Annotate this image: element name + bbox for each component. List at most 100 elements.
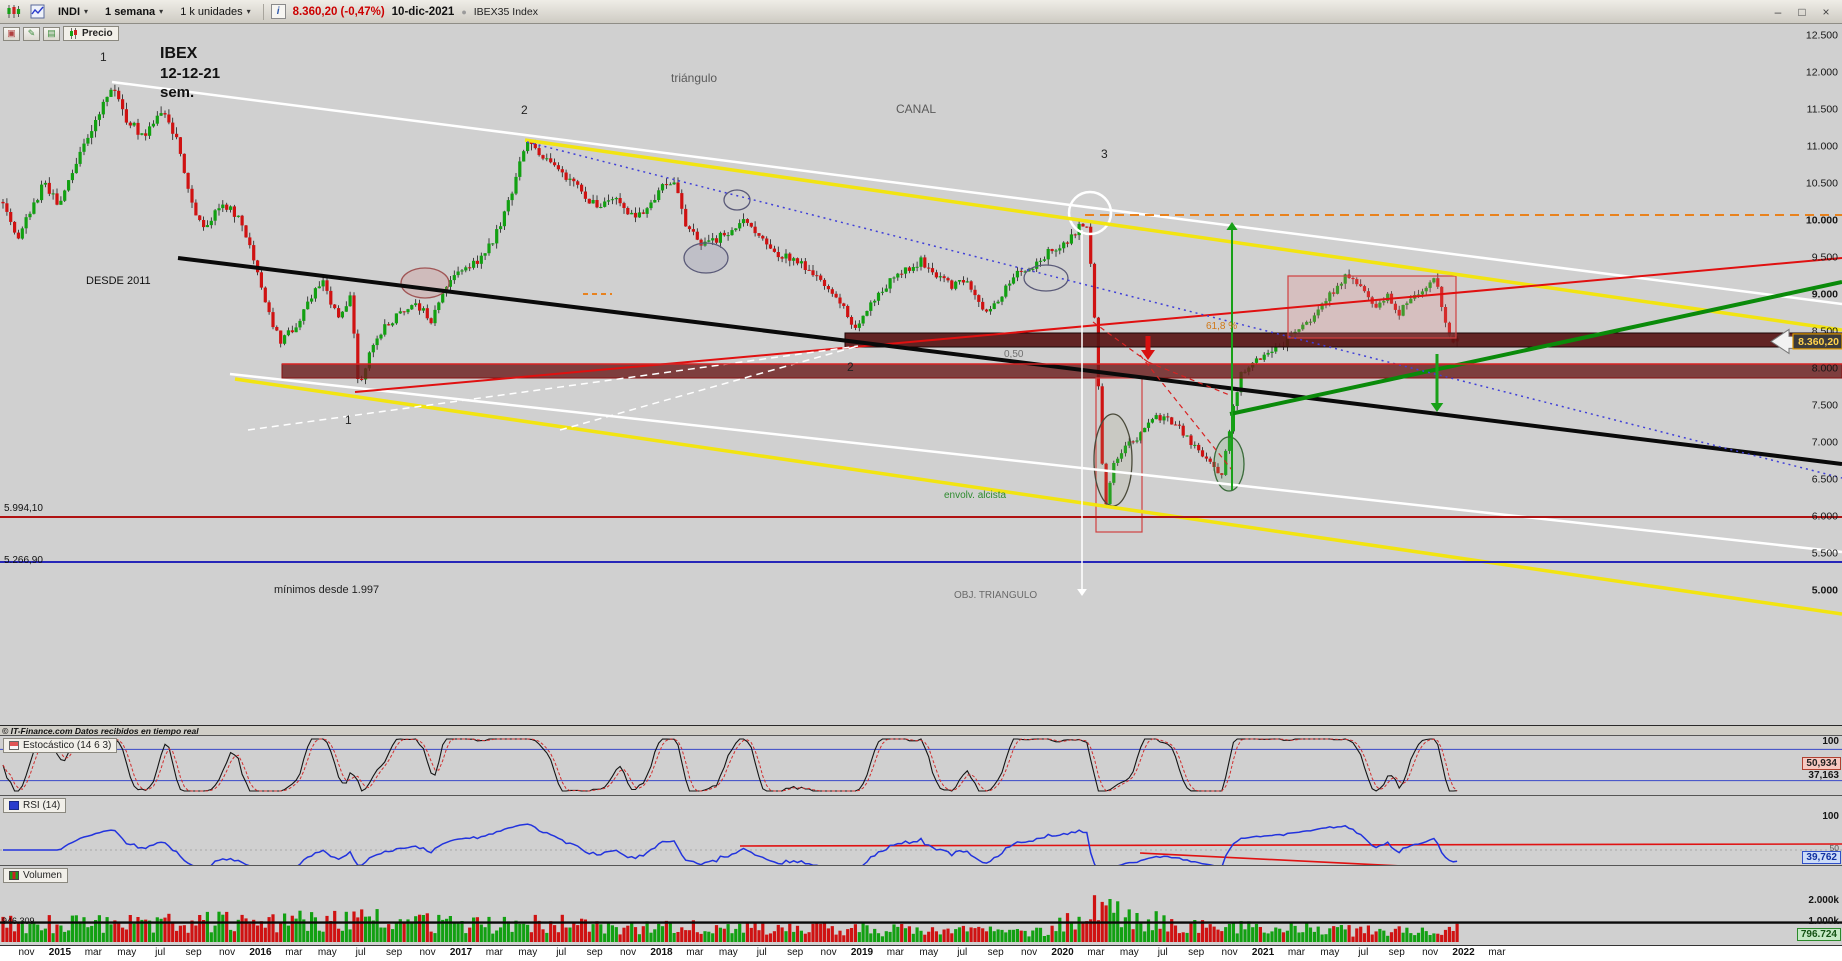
volume-bar: [1347, 925, 1351, 942]
volume-bar: [63, 931, 67, 942]
volume-bar: [1274, 927, 1278, 942]
volume-bar: [687, 930, 692, 942]
tool-button-2[interactable]: ✎: [23, 26, 40, 41]
volume-bar: [587, 931, 591, 942]
rsi-chip[interactable]: RSI (14): [3, 798, 67, 813]
volume-axis-1000k: 1.000k: [1808, 916, 1839, 927]
volume-bar: [1096, 920, 1100, 942]
volume-bar: [256, 925, 260, 942]
volume-bar: [761, 923, 765, 942]
volume-bar: [842, 935, 846, 942]
volume-bar: [699, 933, 703, 942]
volume-bar: [1181, 932, 1185, 942]
instrument-group-label: INDI: [58, 5, 80, 18]
time-axis-year-label: 2019: [850, 947, 874, 958]
volume-bar: [1004, 932, 1008, 942]
volume-bar: [1042, 936, 1046, 942]
time-axis-month-label: mar: [886, 947, 905, 958]
volume-bar: [313, 917, 317, 942]
volume-bar: [626, 925, 630, 942]
stochastic-chip[interactable]: Estocástico (14 6 3): [3, 738, 118, 753]
price-axis-label: 6.500: [1812, 474, 1838, 486]
volume-bar: [1150, 930, 1154, 942]
instrument-group-dropdown[interactable]: INDI: [53, 4, 93, 20]
price-panel[interactable]: IBEX 12-12-21 sem. 1 2 3 triángulo CANAL DESDE 2…: [0, 24, 1842, 725]
units-dropdown[interactable]: 1 k unidades: [175, 4, 255, 20]
volume-bar: [175, 930, 179, 942]
stochastic-panel[interactable]: Estocástico (14 6 3) 100 50,934 37,163: [0, 735, 1842, 795]
toolbar-separator: [262, 3, 264, 20]
price-panel-chip[interactable]: Precio: [63, 26, 119, 41]
volume-bar: [996, 929, 1000, 942]
volume-bar: [753, 923, 757, 942]
volume-bar: [1281, 932, 1286, 942]
tool-button-3[interactable]: ▤: [43, 26, 60, 41]
volume-panel[interactable]: Volumen 946.309 2.000k 1.000k 796.724: [0, 865, 1842, 945]
volume-bar: [128, 915, 132, 942]
volume-bar: [1023, 930, 1027, 942]
volume-bar: [240, 914, 244, 942]
volume-bar: [957, 927, 962, 942]
volume-bar: [94, 920, 98, 942]
volume-bar: [1312, 931, 1316, 942]
rsi-panel[interactable]: RSI (14) 100 50 39,762: [0, 795, 1842, 866]
volume-bar: [788, 923, 792, 942]
volume-bar: [1158, 928, 1162, 942]
volume-bar: [1389, 932, 1394, 942]
volume-bar: [406, 919, 410, 942]
volume-bar: [1301, 932, 1305, 942]
volume-bar: [1146, 919, 1151, 942]
close-button[interactable]: ×: [1822, 4, 1830, 19]
volume-bar: [1339, 925, 1343, 942]
minimize-button[interactable]: –: [1774, 4, 1782, 19]
info-icon[interactable]: i: [270, 4, 286, 19]
volume-bar: [325, 915, 329, 942]
time-axis-month-label: may: [1320, 947, 1340, 958]
volume-level-label: 946.309: [2, 916, 35, 926]
volume-bar: [1, 916, 5, 942]
time-axis-year-label: 2022: [1452, 947, 1475, 958]
volume-bar: [695, 932, 699, 942]
indicator-settings-icon[interactable]: [29, 4, 46, 20]
volume-bar: [849, 928, 854, 942]
volume-bar: [375, 909, 379, 942]
volume-bar: [1027, 936, 1031, 942]
stochastic-axis-100: 100: [1822, 736, 1839, 747]
volume-bar: [198, 915, 202, 942]
trend-line: [526, 141, 1842, 479]
price-chart-svg[interactable]: IBEX 12-12-21 sem. 1 2 3 triángulo CANAL DESDE 2…: [0, 24, 1842, 725]
volume-bar: [865, 925, 869, 942]
annotation-ellipse: [683, 242, 729, 274]
annotation-arrow-head: [1430, 403, 1444, 412]
volume-bar: [67, 930, 71, 942]
maximize-button[interactable]: □: [1798, 4, 1806, 19]
volume-bar: [1011, 929, 1016, 942]
volume-bar: [1289, 923, 1293, 942]
volume-chip[interactable]: Volumen: [3, 868, 68, 883]
volume-bar: [418, 914, 422, 942]
volume-bar: [984, 931, 989, 942]
stochastic-label: Estocástico (14 6 3): [23, 740, 112, 751]
volume-bar: [1077, 916, 1081, 942]
volume-bar: [475, 917, 479, 942]
timeframe-dropdown[interactable]: 1 semana: [100, 4, 168, 20]
trend-line: [177, 256, 1842, 466]
volume-bar: [1293, 925, 1297, 942]
time-axis-month-label: sep: [1188, 947, 1205, 958]
time-axis-month-label: nov: [619, 947, 637, 958]
volume-bar: [47, 915, 51, 942]
tool-button-1[interactable]: ▣: [3, 26, 20, 41]
volume-bar: [275, 932, 279, 942]
candlestick-chart-icon[interactable]: [5, 4, 22, 20]
volume-bar: [36, 924, 40, 942]
volume-bar: [606, 923, 611, 942]
price-axis[interactable]: 12.500 12.000 11.500 11.000 10.500 10.000 9.50…: [1770, 30, 1842, 597]
volume-bar: [873, 928, 877, 942]
volume-bar: [360, 909, 364, 942]
volume-bar: [553, 925, 557, 942]
stochastic-d-line: [2, 738, 1458, 792]
volume-bar: [1127, 909, 1131, 942]
volume-bar: [74, 915, 78, 942]
time-axis[interactable]: nov 2015 mar may jul sep nov 2016 mar may jul sep no…: [0, 945, 1842, 961]
volume-bar: [529, 932, 533, 942]
